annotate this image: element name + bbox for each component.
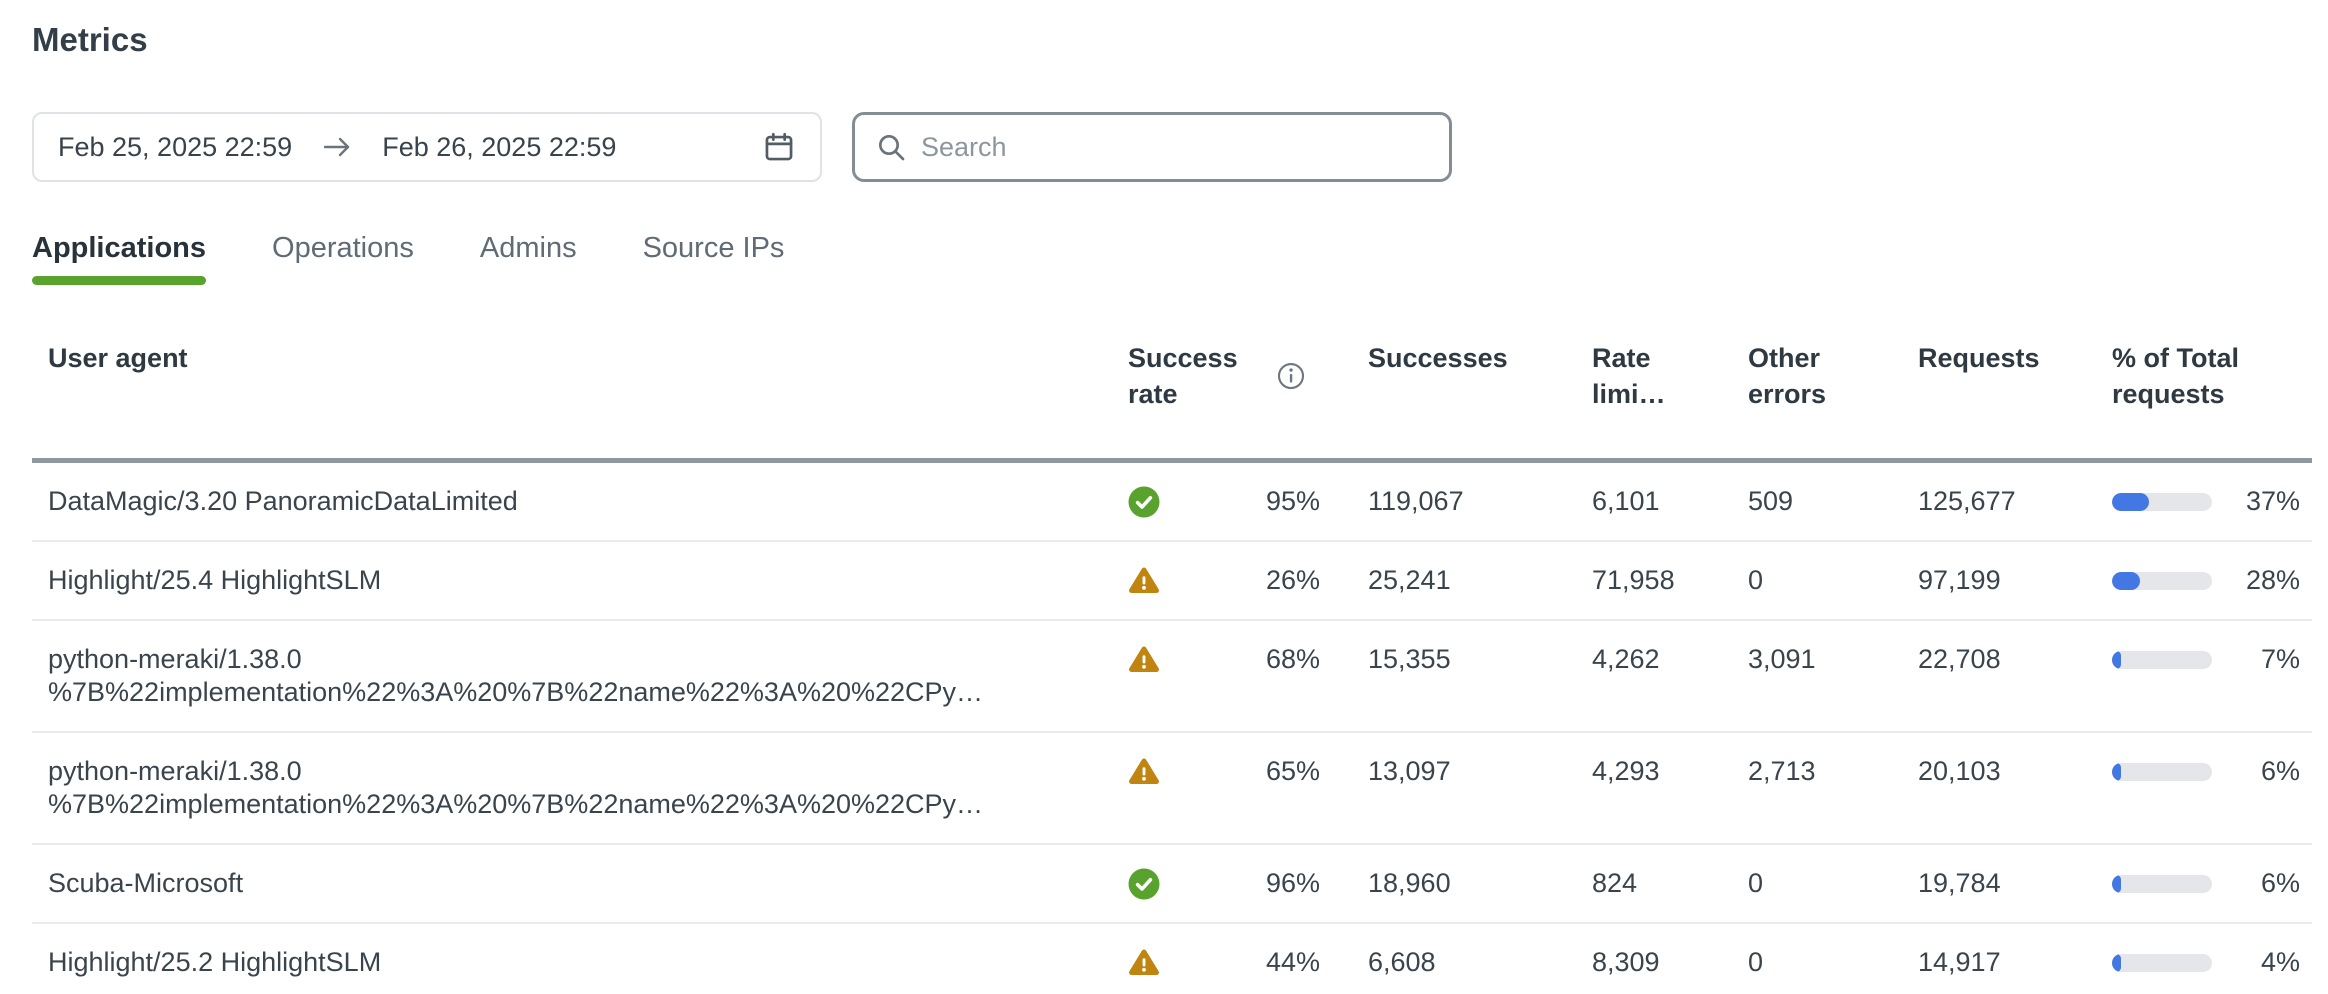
other-errors-cell: 2,713 <box>1748 756 1816 786</box>
pct-total-cell: 28% <box>2112 542 2312 619</box>
arrow-right-icon <box>324 137 350 157</box>
progress-bar <box>2112 493 2212 511</box>
table-row: python-meraki/1.38.0 %7B%22implementatio… <box>32 621 2312 733</box>
requests-cell: 97,199 <box>1918 565 2001 595</box>
progress-bar <box>2112 572 2212 590</box>
rate-limited-cell: 71,958 <box>1592 565 1675 595</box>
check-circle-icon <box>1128 486 1160 518</box>
progress-bar-fill <box>2112 651 2121 669</box>
info-icon[interactable] <box>1276 361 1306 391</box>
success-rate-cell: 68% <box>1128 621 1368 698</box>
progress-bar-fill <box>2112 875 2121 893</box>
column-header-requests[interactable]: Requests <box>1918 343 2040 373</box>
tab-bar: Applications Operations Admins Source IP… <box>32 230 2328 285</box>
successes-cell: 119,067 <box>1368 486 1464 516</box>
table-row: DataMagic/3.20 PanoramicDataLimited 95% … <box>32 463 2312 542</box>
user-agent-cell: Scuba-Microsoft <box>48 868 244 898</box>
successes-cell: 25,241 <box>1368 565 1451 595</box>
column-header-other-errors[interactable]: Other errors <box>1748 343 1827 409</box>
column-header-pct-total-requests[interactable]: % of Total requests <box>2112 343 2239 409</box>
metrics-table: User agent Success rate Successes Rate l… <box>32 340 2312 994</box>
date-start[interactable]: Feb 25, 2025 22:59 <box>58 131 293 162</box>
table-row: Highlight/25.2 HighlightSLM 44% 6,608 8,… <box>32 924 2312 994</box>
requests-cell: 125,677 <box>1918 486 2016 516</box>
active-tab-underline <box>32 276 207 285</box>
tab-source-ips[interactable]: Source IPs <box>642 232 785 264</box>
warning-triangle-icon <box>1128 756 1160 788</box>
table-row: Highlight/25.4 HighlightSLM 26% 25,241 7… <box>32 542 2312 621</box>
search-input[interactable] <box>921 131 1429 163</box>
user-agent-cell: Highlight/25.2 HighlightSLM <box>48 947 382 977</box>
other-errors-cell: 0 <box>1748 868 1764 898</box>
successes-cell: 6,608 <box>1368 947 1436 977</box>
success-rate-cell: 65% <box>1128 733 1368 810</box>
progress-bar-fill <box>2112 763 2121 781</box>
pct-total-cell: 6% <box>2112 845 2312 922</box>
user-agent-cell: DataMagic/3.20 PanoramicDataLimited <box>48 486 518 516</box>
column-header-successes[interactable]: Successes <box>1368 343 1508 373</box>
pct-total-cell: 7% <box>2112 621 2312 698</box>
page-title: Metrics <box>32 21 148 58</box>
success-rate-cell: 95% <box>1128 463 1368 540</box>
success-rate-cell: 96% <box>1128 845 1368 922</box>
column-header-success-rate[interactable]: Success rate <box>1128 340 1368 458</box>
user-agent-cell: python-meraki/1.38.0 %7B%22implementatio… <box>48 756 984 819</box>
warning-triangle-icon <box>1128 947 1160 979</box>
success-rate-cell: 44% <box>1128 924 1368 994</box>
progress-bar <box>2112 763 2212 781</box>
table-body: DataMagic/3.20 PanoramicDataLimited 95% … <box>32 463 2312 994</box>
progress-bar <box>2112 651 2212 669</box>
progress-bar-fill <box>2112 572 2140 590</box>
tab-operations[interactable]: Operations <box>272 232 414 264</box>
requests-cell: 19,784 <box>1918 868 2001 898</box>
table-header: User agent Success rate Successes Rate l… <box>32 340 2312 463</box>
success-rate-cell: 26% <box>1128 542 1368 619</box>
calendar-icon[interactable] <box>762 130 796 164</box>
pct-total-cell: 4% <box>2112 924 2312 994</box>
date-end[interactable]: Feb 26, 2025 22:59 <box>382 131 617 162</box>
progress-bar-fill <box>2112 493 2149 511</box>
column-header-user-agent[interactable]: User agent <box>48 343 188 373</box>
table-row: python-meraki/1.38.0 %7B%22implementatio… <box>32 733 2312 845</box>
controls-row: Feb 25, 2025 22:59 Feb 26, 2025 22:59 <box>32 112 2328 182</box>
rate-limited-cell: 8,309 <box>1592 947 1660 977</box>
user-agent-cell: python-meraki/1.38.0 %7B%22implementatio… <box>48 644 984 707</box>
pct-total-cell: 37% <box>2112 463 2312 540</box>
successes-cell: 18,960 <box>1368 868 1451 898</box>
progress-bar-fill <box>2112 954 2121 972</box>
other-errors-cell: 0 <box>1748 947 1764 977</box>
progress-bar <box>2112 954 2212 972</box>
other-errors-cell: 509 <box>1748 486 1794 516</box>
check-circle-icon <box>1128 868 1160 900</box>
warning-triangle-icon <box>1128 644 1160 676</box>
rate-limited-cell: 824 <box>1592 868 1638 898</box>
rate-limited-cell: 4,262 <box>1592 644 1660 674</box>
pct-total-cell: 6% <box>2112 733 2312 810</box>
requests-cell: 20,103 <box>1918 756 2001 786</box>
rate-limited-cell: 6,101 <box>1592 486 1660 516</box>
tab-admins[interactable]: Admins <box>479 232 577 264</box>
other-errors-cell: 3,091 <box>1748 644 1816 674</box>
successes-cell: 15,355 <box>1368 644 1451 674</box>
tab-applications[interactable]: Applications <box>32 230 207 285</box>
rate-limited-cell: 4,293 <box>1592 756 1660 786</box>
search-icon <box>879 135 905 161</box>
column-header-rate-limited[interactable]: Rate limi… <box>1592 343 1666 409</box>
warning-triangle-icon <box>1128 565 1160 597</box>
user-agent-cell: Highlight/25.4 HighlightSLM <box>48 565 382 595</box>
progress-bar <box>2112 875 2212 893</box>
table-row: Scuba-Microsoft 96% 18,960 824 0 19,784 <box>32 845 2312 924</box>
requests-cell: 14,917 <box>1918 947 2001 977</box>
successes-cell: 13,097 <box>1368 756 1451 786</box>
search-box[interactable] <box>852 112 1452 182</box>
date-range-picker[interactable]: Feb 25, 2025 22:59 Feb 26, 2025 22:59 <box>32 112 822 182</box>
other-errors-cell: 0 <box>1748 565 1764 595</box>
requests-cell: 22,708 <box>1918 644 2001 674</box>
